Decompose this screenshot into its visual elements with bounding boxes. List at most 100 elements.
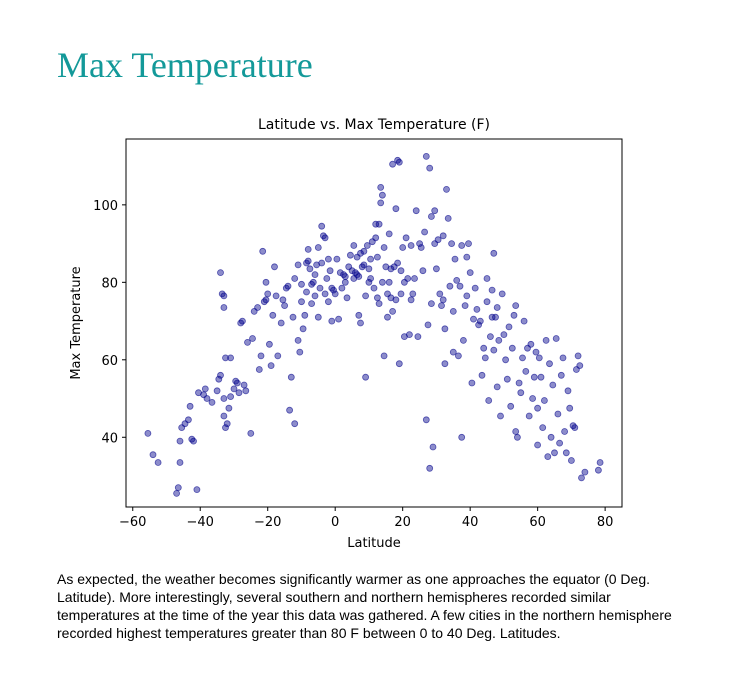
- data-point: [294, 261, 302, 269]
- data-point: [324, 255, 332, 263]
- data-point: [495, 336, 503, 344]
- data-point: [453, 276, 461, 284]
- data-point: [392, 296, 400, 304]
- data-point: [222, 424, 229, 432]
- data-point: [227, 393, 235, 401]
- data-point: [532, 348, 540, 356]
- data-point: [336, 269, 344, 277]
- data-point: [176, 459, 184, 466]
- data-point: [414, 333, 422, 341]
- data-point: [262, 278, 270, 286]
- data-point: [562, 449, 570, 457]
- data-point: [289, 313, 297, 321]
- data-point: [581, 468, 589, 476]
- data-point: [274, 352, 282, 360]
- data-point: [549, 381, 557, 389]
- data-point: [519, 354, 526, 362]
- data-point: [255, 366, 263, 373]
- data-point: [427, 300, 435, 308]
- data-point: [471, 284, 479, 292]
- data-point: [505, 323, 513, 331]
- plot-frame: [125, 138, 623, 508]
- data-point: [311, 292, 319, 300]
- data-point: [259, 247, 267, 255]
- data-point: [429, 443, 437, 451]
- data-point: [357, 319, 364, 327]
- data-point: [427, 213, 435, 220]
- data-point: [375, 300, 383, 308]
- data-point: [213, 387, 221, 395]
- data-point: [378, 278, 386, 286]
- data-point: [223, 420, 231, 428]
- data-point: [483, 298, 491, 306]
- data-point: [330, 286, 337, 294]
- data-point: [324, 298, 332, 306]
- data-point: [514, 433, 521, 441]
- data-point: [304, 257, 312, 265]
- data-point: [286, 406, 294, 414]
- data-point: [176, 437, 184, 445]
- data-point: [571, 424, 579, 432]
- data-point: [444, 214, 452, 222]
- data-point: [542, 336, 550, 344]
- data-point: [294, 336, 302, 344]
- data-point: [306, 265, 314, 273]
- data-point: [530, 373, 538, 381]
- data-point: [203, 395, 211, 402]
- x-tick-label: 0: [331, 515, 339, 530]
- data-point: [271, 263, 278, 271]
- data-point: [407, 242, 415, 249]
- data-point: [397, 290, 405, 298]
- data-point: [318, 259, 326, 267]
- data-point: [459, 336, 467, 344]
- data-point: [254, 304, 262, 311]
- data-point: [466, 269, 474, 277]
- y-tick-label: 40: [101, 431, 118, 446]
- data-point: [556, 439, 563, 447]
- data-point: [436, 290, 444, 298]
- data-point: [262, 296, 270, 304]
- data-point: [522, 367, 530, 375]
- data-point: [220, 292, 228, 300]
- x-tick-label: −60: [119, 515, 146, 530]
- data-point: [384, 313, 391, 321]
- data-point: [424, 321, 432, 329]
- data-point: [378, 191, 386, 199]
- data-point: [559, 354, 567, 362]
- data-point: [149, 451, 157, 459]
- data-point: [301, 311, 309, 319]
- data-point: [328, 317, 336, 325]
- data-point: [323, 275, 331, 282]
- x-tick-label: 60: [529, 515, 546, 530]
- data-point: [249, 335, 256, 342]
- x-tick-label: −40: [187, 515, 214, 530]
- data-point: [574, 352, 582, 360]
- data-point: [492, 313, 499, 321]
- data-point: [475, 321, 483, 329]
- data-point: [463, 292, 471, 300]
- data-point: [215, 375, 223, 383]
- data-point: [547, 433, 555, 441]
- y-tick-label: 60: [101, 354, 118, 369]
- data-point: [422, 416, 430, 424]
- data-point: [373, 253, 381, 261]
- data-point: [431, 207, 439, 215]
- data-point: [468, 379, 476, 387]
- data-point: [269, 311, 277, 319]
- x-axis: −60 −40 −20 0 20 40 60 80: [119, 507, 613, 530]
- data-point: [394, 259, 402, 267]
- data-point: [389, 307, 397, 315]
- data-point: [395, 158, 403, 166]
- data-point: [311, 271, 319, 279]
- data-point: [490, 249, 498, 257]
- data-point: [399, 244, 407, 251]
- data-point: [576, 362, 584, 370]
- data-point: [298, 298, 305, 306]
- data-point: [478, 371, 486, 379]
- data-point: [402, 234, 410, 242]
- data-point: [380, 244, 388, 251]
- data-point: [318, 222, 326, 230]
- data-point: [370, 284, 378, 292]
- data-point: [387, 265, 395, 273]
- data-point: [303, 288, 310, 296]
